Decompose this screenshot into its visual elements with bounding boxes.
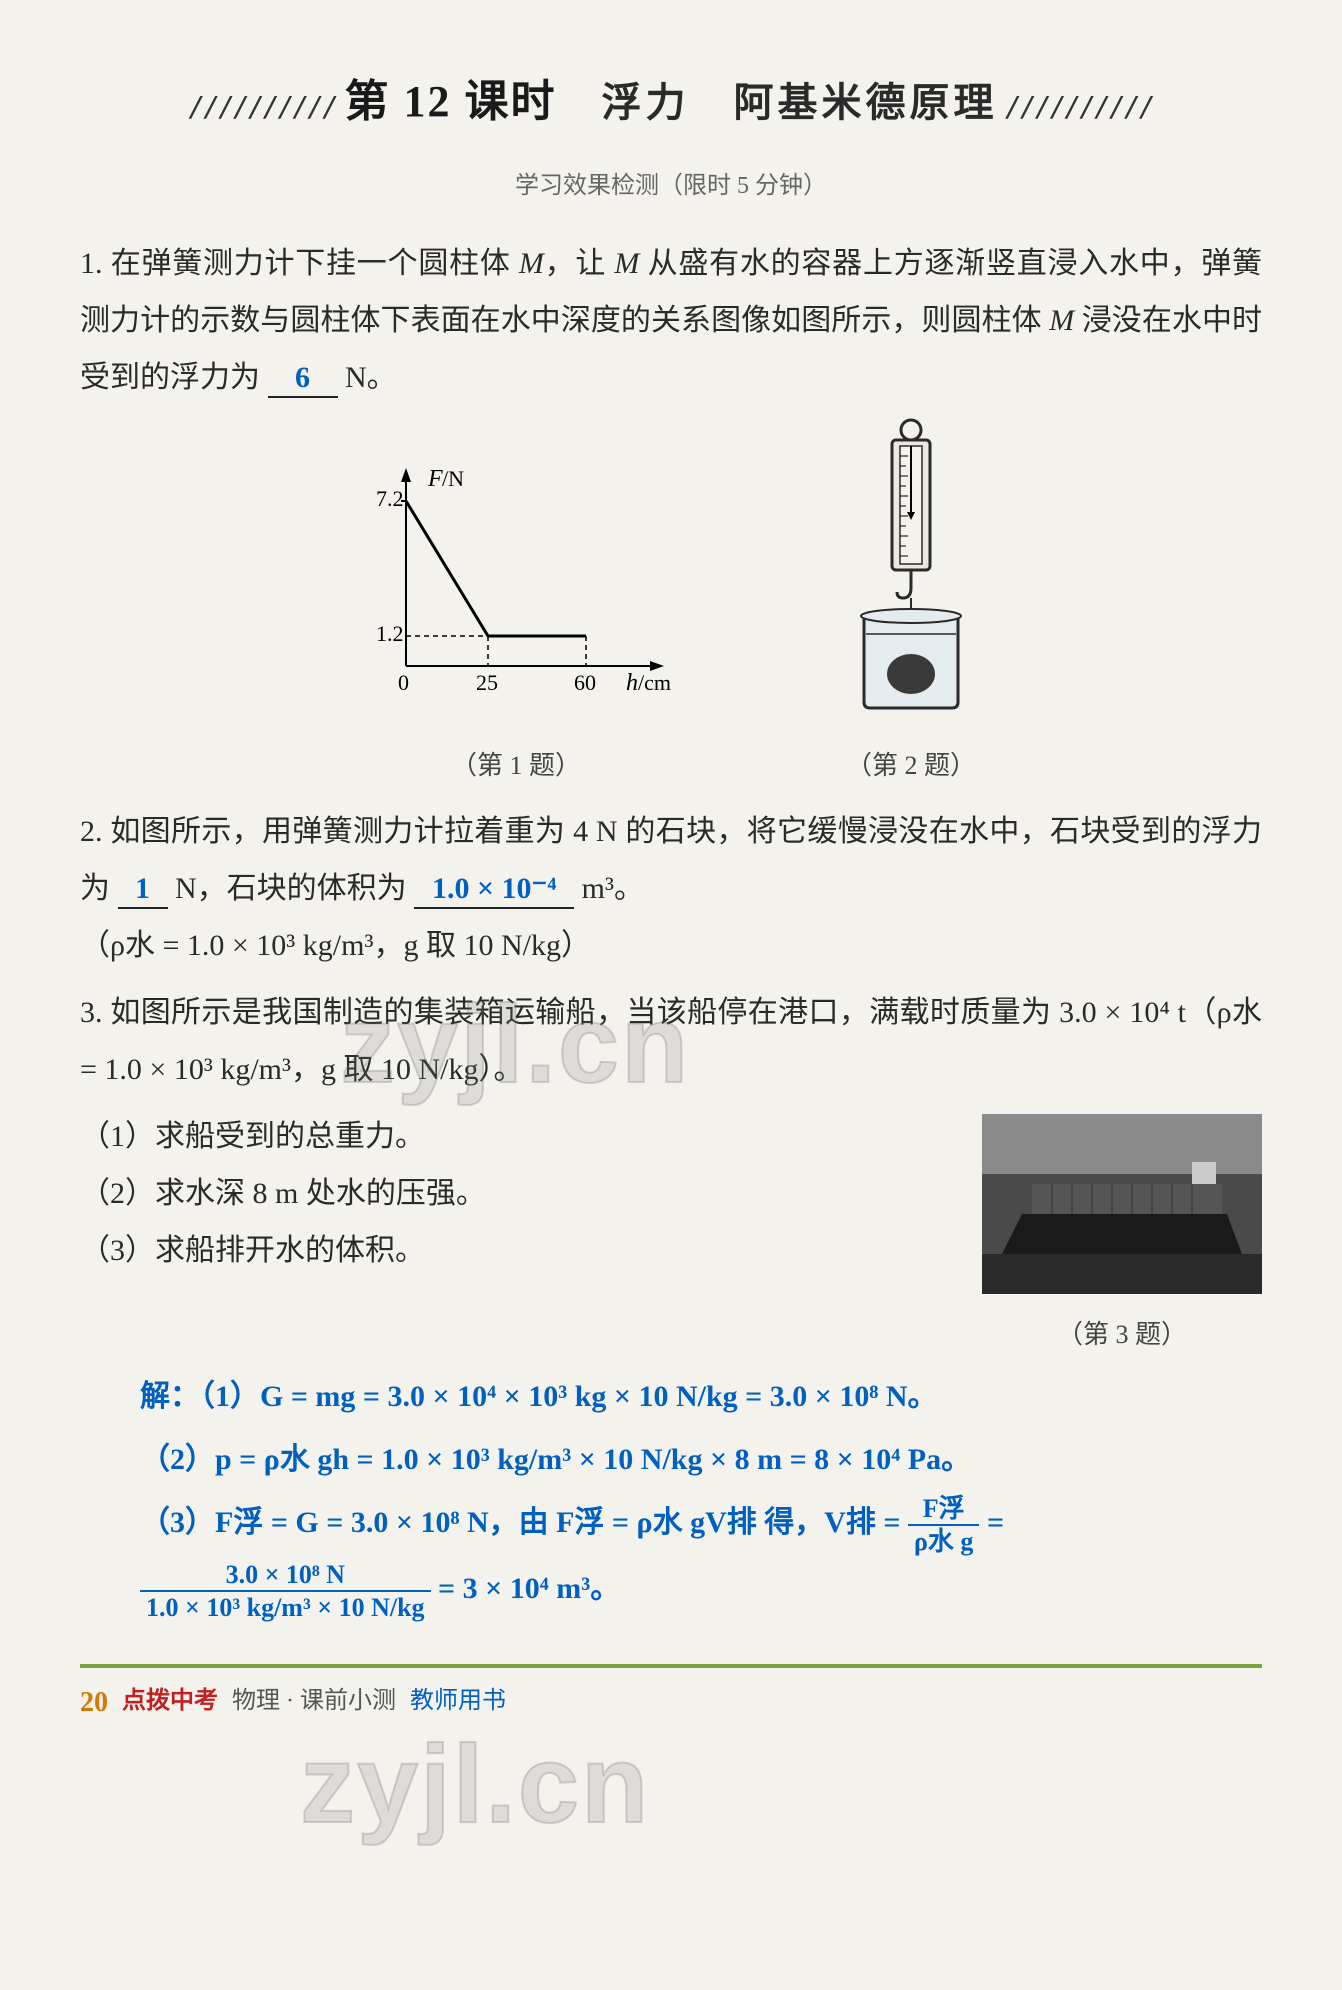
svg-text:0: 0 — [398, 670, 409, 695]
question-3: 3. 如图所示是我国制造的集装箱运输船，当该船停在港口，满载时质量为 3.0 ×… — [80, 984, 1262, 1098]
fig3-caption: （第 3 题） — [982, 1310, 1262, 1359]
svg-text:/N: /N — [442, 466, 464, 491]
sol-line2: （2）p = ρ水 gh = 1.0 × 10³ kg/m³ × 10 N/kg… — [140, 1428, 1262, 1491]
svg-text:25: 25 — [476, 670, 498, 695]
figure-3: （第 3 题） — [982, 1114, 1262, 1359]
lesson-header: ////////// 第 12 课时 浮力 阿基米德原理 ////////// — [80, 60, 1262, 144]
q3-text: 3. 如图所示是我国制造的集装箱运输船，当该船停在港口，满载时质量为 3.0 ×… — [80, 996, 1262, 1086]
subtitle: 学习效果检测（限时 5 分钟） — [80, 164, 1262, 210]
lesson-number: 第 12 课时 — [345, 77, 557, 126]
q1-answer-blank: 6 — [268, 360, 338, 398]
page-footer: 20 点拨中考 物理 · 课前小测 教师用书 — [80, 1664, 1262, 1729]
hatch-left: ////////// — [188, 90, 337, 123]
q2-given: （ρ水 = 1.0 × 10³ kg/m³，g 取 10 N/kg） — [80, 929, 591, 962]
footer-brand: 点拨中考 — [122, 1679, 218, 1725]
svg-text:h: h — [626, 670, 638, 696]
q2-answer1-blank: 1 — [118, 871, 168, 909]
fraction-2: 3.0 × 10⁸ N 1.0 × 10³ kg/m³ × 10 N/kg — [140, 1559, 431, 1623]
q2-answer2-blank: 1.0 × 10⁻⁴ — [414, 871, 574, 909]
footer-subject: 物理 · 课前小测 — [232, 1679, 396, 1725]
sol-line1: 解：（1）G = mg = 3.0 × 10⁴ × 10³ kg × 10 N/… — [140, 1365, 1262, 1428]
page-number: 20 — [80, 1676, 108, 1729]
chart-q1: 7.2 1.2 F /N 0 25 60 h /cm — [346, 456, 686, 716]
page: ////////// 第 12 课时 浮力 阿基米德原理 ////////// … — [80, 60, 1262, 1729]
svg-text:1.2: 1.2 — [376, 621, 404, 646]
figure-2: （第 2 题） — [826, 416, 996, 790]
q3-solution: 解：（1）G = mg = 3.0 × 10⁴ × 10³ kg × 10 N/… — [80, 1365, 1262, 1624]
hatch-right: ////////// — [1005, 90, 1154, 123]
fig2-caption: （第 2 题） — [826, 741, 996, 790]
svg-text:7.2: 7.2 — [376, 486, 404, 511]
question-2: 2. 如图所示，用弹簧测力计拉着重为 4 N 的石块，将它缓慢浸没在水中，石块受… — [80, 803, 1262, 974]
lesson-title: 浮力 阿基米德原理 — [602, 81, 998, 125]
figure-row-1-2: 7.2 1.2 F /N 0 25 60 h /cm （第 1 题） — [80, 416, 1262, 790]
figure-1: 7.2 1.2 F /N 0 25 60 h /cm （第 1 题） — [346, 456, 686, 790]
q1-text: 1. 在弹簧测力计下挂一个圆柱体 — [80, 247, 519, 280]
footer-role: 教师用书 — [410, 1679, 506, 1725]
spring-gauge-diagram — [826, 416, 996, 716]
var-M: M — [519, 247, 544, 280]
question-1: 1. 在弹簧测力计下挂一个圆柱体 M，让 M 从盛有水的容器上方逐渐竖直浸入水中… — [80, 235, 1262, 406]
svg-text:/cm: /cm — [638, 670, 671, 695]
ship-photo-icon — [982, 1114, 1262, 1304]
svg-text:F: F — [427, 466, 443, 492]
fig1-caption: （第 1 题） — [346, 741, 686, 790]
sol-line3: （3）F浮 = G = 3.0 × 10⁸ N，由 F浮 = ρ水 gV排 得，… — [140, 1491, 1262, 1624]
svg-text:60: 60 — [574, 670, 596, 695]
fraction-1: F浮 ρ水 g — [908, 1493, 979, 1557]
